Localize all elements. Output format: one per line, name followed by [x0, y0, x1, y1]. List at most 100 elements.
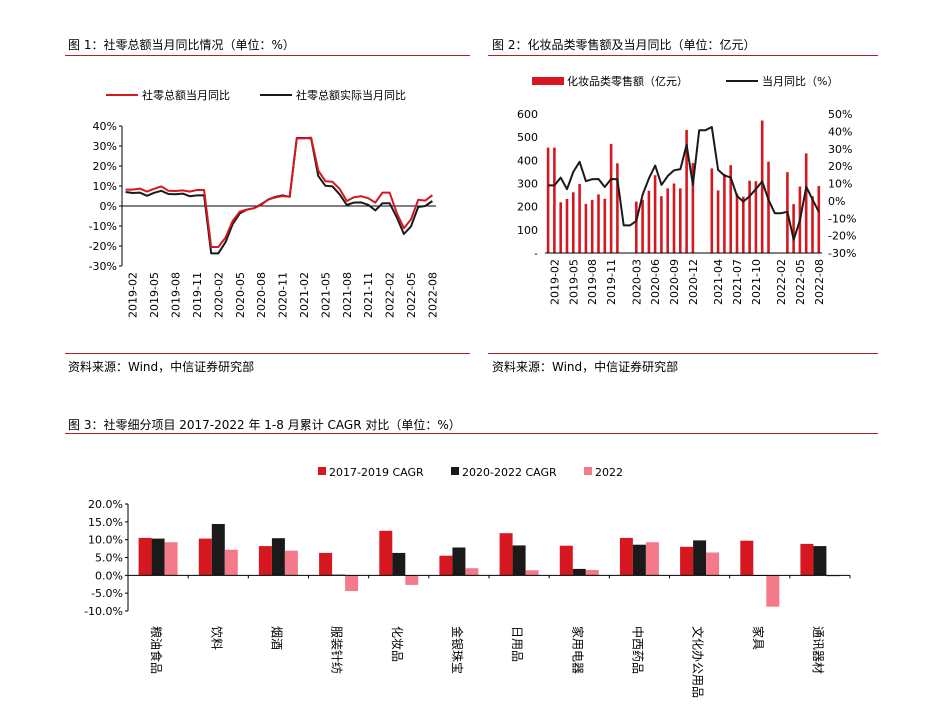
fig3-bar — [211, 524, 225, 576]
fig1-x-tick-label: 2019-02 — [127, 272, 140, 318]
fig2-bar — [767, 161, 770, 253]
fig2-x-tick-label: 2019-05 — [567, 259, 580, 305]
fig1-x-tick-label: 2019-11 — [191, 272, 204, 318]
fig2-bar — [565, 199, 569, 253]
fig1-y-tick-label: -30% — [89, 260, 117, 273]
fig2-bar — [742, 196, 745, 253]
fig2-bar — [553, 147, 556, 253]
fig1-x-tick-label: 2019-08 — [170, 272, 183, 318]
fig1-y-tick-label: -10% — [89, 220, 117, 233]
fig3-bar — [439, 555, 453, 576]
fig2-bar — [641, 199, 644, 253]
fig2-x-tick-label: 2022-05 — [794, 259, 807, 305]
fig3-bar — [813, 546, 827, 576]
fig1-x-tick-label: 2020-08 — [255, 272, 268, 318]
fig2-y-left-tick-label: 400 — [517, 154, 538, 167]
fig1-series-line-0 — [125, 136, 434, 248]
fig3-bar — [680, 546, 694, 576]
fig2-bar — [635, 201, 638, 253]
fig2-series-line — [548, 126, 820, 241]
fig3-bar — [826, 575, 840, 577]
fig3-bar — [645, 542, 659, 576]
fig1-y-tick-label: 20% — [93, 160, 117, 173]
fig2-bar — [723, 174, 726, 253]
fig1-x-tick-label: 2021-08 — [341, 272, 354, 318]
fig1-y-tick-label: 0% — [100, 200, 117, 213]
fig3-bar — [224, 549, 238, 576]
fig2-y-right-tick-label: -10% — [828, 212, 856, 225]
fig3-x-tick-label: 粮油食品 — [149, 626, 164, 674]
fig2-bar — [811, 196, 814, 253]
fig2-bar — [672, 183, 676, 253]
fig2-y-left-tick-label: - — [534, 247, 538, 260]
fig3-bar — [151, 538, 165, 576]
fig2-y-left-tick-label: 600 — [517, 108, 538, 121]
fig2-bar — [603, 198, 607, 253]
fig1-y-tick-label: 10% — [93, 180, 117, 193]
fig3-bar — [693, 540, 707, 576]
fig1-x-tick-label: 2020-11 — [277, 272, 290, 318]
fig1-y-tick-label: 30% — [93, 140, 117, 153]
fig3-bar — [379, 530, 393, 576]
figure-3-title: 图 3：社零细分项目 2017-2022 年 1-8 月累计 CAGR 对比（单… — [68, 418, 461, 432]
fig3-y-tick-label: 15.0% — [88, 516, 123, 529]
fig3-x-tick-label: 金银珠宝 — [450, 626, 465, 674]
fig3-bar — [345, 575, 359, 591]
fig2-legend-swatch-0 — [532, 77, 564, 85]
fig3-y-tick-label: 20.0% — [88, 498, 123, 511]
fig2-x-tick-label: 2020-06 — [649, 259, 662, 305]
fig3-legend-label-0: 2017-2019 CAGR — [329, 466, 424, 479]
figure-2-bottom-rule — [488, 353, 878, 354]
fig1-x-tick-label: 2022-05 — [405, 272, 418, 318]
fig1-x-tick-label: 2021-11 — [362, 272, 375, 318]
fig1-y-tick-label: 40% — [93, 120, 117, 133]
fig3-legend-swatch-1 — [451, 467, 459, 475]
fig3-bar — [632, 544, 646, 576]
fig3-bar — [559, 545, 573, 576]
fig1-y-tick-label: -20% — [89, 240, 117, 253]
fig2-bar — [760, 120, 764, 253]
fig1-x-tick-label: 2021-02 — [298, 272, 311, 318]
fig3-bar — [800, 543, 814, 576]
fig2-legend-label-0: 化妆品类零售额（亿元） — [567, 74, 688, 88]
fig3-bar — [499, 533, 513, 576]
fig2-x-tick-label: 2021-04 — [712, 259, 725, 305]
fig2-legend-label-1: 当月同比（%） — [762, 74, 838, 88]
fig2-bar — [691, 163, 695, 253]
figure-1-source: 资料来源：Wind，中信证券研究部 — [68, 360, 255, 374]
figure-2-title: 图 2：化妆品类零售额及当月同比（单位：亿元） — [492, 38, 756, 52]
figure-3-title-rule — [65, 433, 878, 434]
fig2-bar — [578, 184, 581, 253]
fig2-y-right-tick-label: 40% — [828, 125, 852, 138]
fig2-x-tick-label: 2020-03 — [630, 259, 643, 305]
fig3-bar — [512, 545, 526, 576]
fig3-bar — [572, 568, 586, 576]
fig2-y-left-tick-label: 100 — [517, 224, 538, 237]
fig2-y-right-tick-label: 20% — [828, 160, 852, 173]
fig2-y-right-tick-label: -30% — [828, 247, 856, 260]
fig2-y-left-tick-label: 200 — [517, 201, 538, 214]
fig3-bar — [392, 552, 406, 576]
fig2-x-tick-label: 2020-12 — [687, 259, 700, 305]
fig3-x-tick-label: 文化办公用品 — [691, 626, 706, 698]
fig1-x-tick-label: 2022-02 — [384, 272, 397, 318]
fig2-bar — [616, 163, 619, 253]
fig2-bar — [590, 199, 594, 253]
fig2-bar — [817, 186, 821, 253]
fig2-bar — [666, 188, 669, 253]
fig2-y-right-tick-label: -20% — [828, 230, 856, 243]
figure-1-bottom-rule — [65, 353, 470, 354]
fig1-x-tick-label: 2022-08 — [426, 272, 439, 318]
fig3-x-tick-label: 日用品 — [510, 626, 524, 662]
fig3-x-tick-label: 烟酒 — [269, 626, 283, 650]
fig3-legend-label-1: 2020-2022 CAGR — [462, 466, 557, 479]
fig3-x-tick-label: 家用电器 — [570, 626, 585, 674]
fig2-bar — [748, 180, 751, 253]
fig3-x-tick-label: 化妆品 — [390, 626, 404, 662]
fig2-bar — [710, 168, 714, 253]
fig2-y-right-tick-label: 30% — [828, 143, 852, 156]
fig3-x-tick-label: 家具 — [751, 626, 766, 650]
fig3-bar — [585, 570, 599, 576]
fig2-bar — [679, 188, 682, 253]
fig3-bar — [706, 552, 720, 576]
